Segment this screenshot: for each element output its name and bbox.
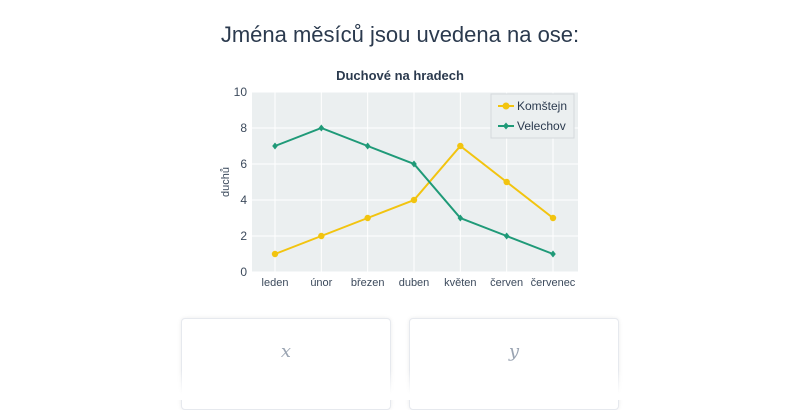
x-tick-label: leden: [262, 277, 289, 289]
y-tick-label: 2: [240, 229, 247, 243]
x-tick-label: březen: [351, 277, 385, 289]
data-point: [549, 214, 557, 222]
x-axis: leden únor březen duben květen červen červenec: [262, 277, 576, 289]
data-point: [457, 142, 464, 150]
x-tick-label: červen: [490, 277, 523, 289]
data-point: [318, 124, 325, 132]
x-tick-label: červenec: [531, 277, 576, 289]
legend-label: Komštejn: [517, 99, 567, 113]
question-text: Jména měsíců jsou uvedena na ose:: [220, 22, 580, 47]
data-point: [550, 250, 556, 258]
data-point: [364, 214, 371, 222]
data-point: [411, 160, 417, 168]
line-chart: Duchové na hradech 0 2 4 6 8 10 leden únor břez…: [220, 68, 578, 289]
answer-slot-label: y: [508, 341, 520, 362]
legend: Komštejn Velechov: [490, 93, 575, 139]
y-tick-label: 10: [234, 85, 248, 99]
y-tick-label: 8: [240, 121, 247, 135]
data-point: [272, 142, 278, 150]
series-lines: [271, 124, 557, 258]
data-point: [503, 232, 510, 240]
legend-label: Velechov: [517, 119, 566, 133]
chart-title: Duchové na hradech: [336, 68, 464, 83]
answer-slot-label: x: [280, 341, 292, 362]
y-tick-label: 0: [240, 265, 247, 279]
data-point: [410, 196, 418, 204]
x-tick-label: květen: [444, 277, 476, 289]
y-tick-label: 6: [240, 157, 247, 171]
bottom-fade: [0, 370, 800, 400]
data-point: [271, 250, 279, 258]
y-axis-label: duchů: [220, 167, 232, 197]
data-point: [503, 178, 510, 186]
y-axis: 0 2 4 6 8 10: [234, 85, 248, 279]
legend-marker-icon: [502, 102, 510, 110]
x-tick-label: únor: [310, 277, 332, 289]
legend-marker-icon: [503, 122, 509, 130]
y-tick-label: 4: [240, 193, 247, 207]
data-point: [457, 214, 464, 222]
data-point: [364, 142, 371, 150]
x-tick-label: duben: [399, 277, 430, 289]
data-point: [318, 232, 325, 240]
